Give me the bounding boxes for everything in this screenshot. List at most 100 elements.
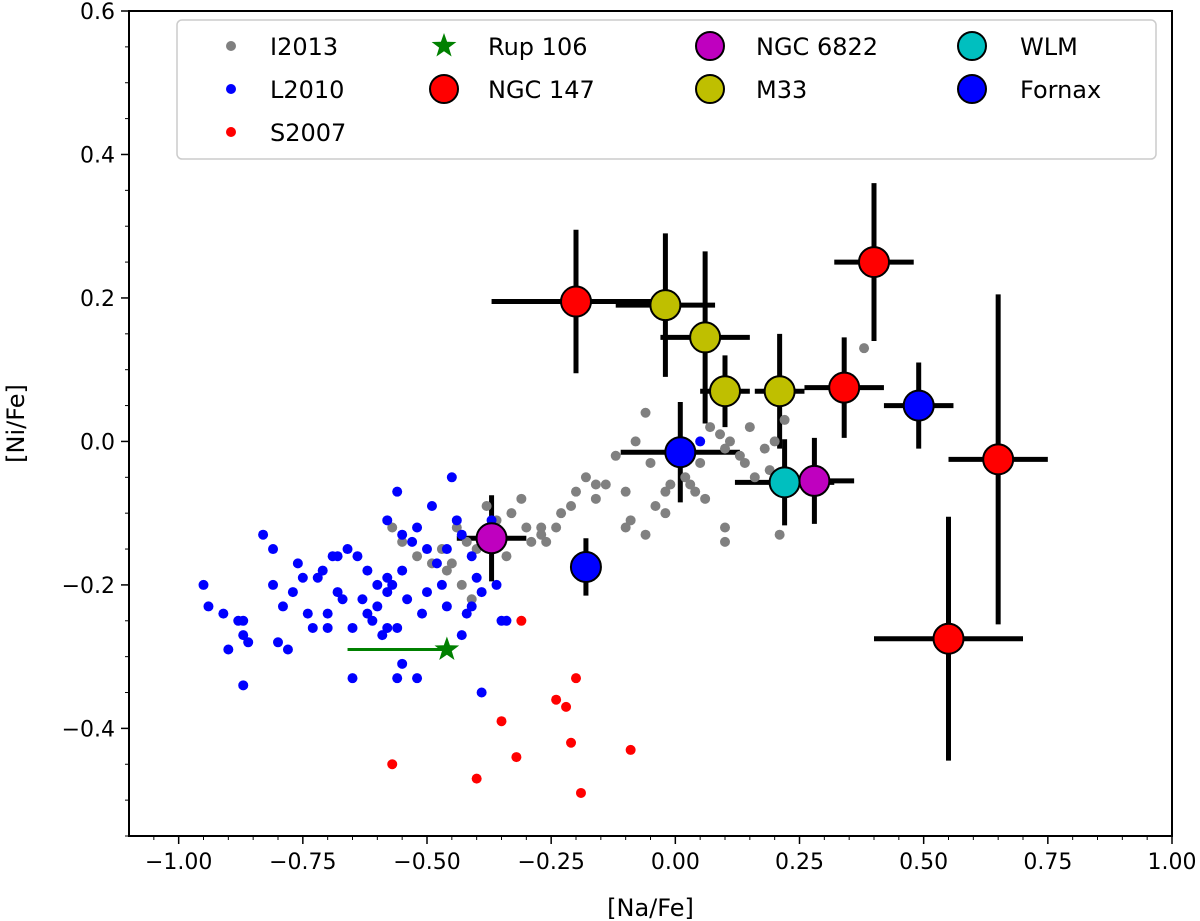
l2010-point [367, 615, 378, 626]
i2013-point [412, 551, 423, 562]
legend-label-l2010: L2010 [270, 76, 344, 104]
i2013-point [397, 536, 408, 547]
l2010-point [347, 622, 358, 633]
l2010-point [422, 544, 432, 555]
i2013-point [640, 407, 651, 418]
x-tick-label: −1.00 [145, 850, 212, 875]
l2010-point [471, 572, 482, 583]
l2010-point [322, 622, 333, 633]
i2013-point [536, 522, 547, 533]
l2010-point [372, 601, 383, 612]
i2013-point [685, 479, 696, 490]
x-axis-label: [Na/Fe] [607, 894, 694, 921]
i2013-point [625, 515, 636, 526]
i2013-point [481, 501, 492, 511]
legend-label-s2007: S2007 [270, 119, 346, 147]
l2010-point [397, 658, 408, 669]
i2013-point [610, 450, 621, 461]
i2013-point [516, 493, 527, 504]
l2010-point [491, 579, 502, 590]
i2013-point [690, 486, 701, 497]
legend-label-ngc-147: NGC 147 [488, 76, 595, 104]
l2010-point [397, 565, 408, 576]
l2010-point [446, 472, 457, 483]
l2010-point [243, 637, 254, 648]
fornax-point [664, 436, 697, 469]
y-tick-label: −0.4 [62, 717, 115, 742]
l2010-point [461, 608, 472, 619]
l2010-point [203, 601, 214, 612]
l2010-point [451, 515, 462, 526]
l2010-point [392, 622, 403, 633]
x-tick-label: 0.75 [1023, 850, 1072, 875]
i2013-point [749, 472, 760, 483]
i2013-point [695, 457, 706, 468]
i2013-point [769, 436, 780, 447]
legend-marker-s2007 [226, 127, 236, 137]
l2010-point [238, 615, 249, 626]
l2010-point [456, 630, 467, 641]
l2010-point [441, 601, 452, 612]
i2013-point [541, 536, 552, 547]
l2010-point [347, 673, 358, 684]
l2010-point [382, 572, 393, 583]
i2013-point [466, 594, 477, 605]
l2010-point [342, 544, 353, 555]
y-tick-label: 0.6 [80, 0, 115, 25]
l2010-point [402, 594, 413, 605]
l2010-point [302, 608, 313, 619]
l2010-point [282, 644, 293, 655]
l2010-point [377, 630, 388, 641]
legend-marker-wlm [957, 31, 987, 61]
ngc-6822-point [475, 522, 508, 555]
plot-frame [128, 10, 1173, 837]
y-tick-label: 0.0 [80, 430, 115, 455]
l2010-point [466, 551, 477, 562]
x-tick-label: 0.00 [651, 850, 700, 875]
i2013-point [590, 493, 601, 504]
l2010-point [397, 529, 408, 540]
x-tick-label: 0.50 [899, 850, 948, 875]
i2013-point [739, 457, 750, 468]
i2013-point [640, 529, 651, 540]
i2013-point [526, 536, 537, 547]
i2013-point [521, 522, 532, 533]
l2010-point [198, 579, 209, 590]
s2007-point [511, 752, 522, 763]
i2013-point [759, 443, 770, 454]
i2013-point [441, 565, 452, 576]
l2010-point [277, 601, 288, 612]
l2010-point [476, 687, 487, 698]
legend-marker-l2010 [226, 84, 236, 94]
i2013-point [630, 436, 641, 447]
ngc-147-point [560, 285, 592, 318]
l2010-point [268, 579, 279, 590]
l2010-point [332, 587, 343, 598]
y-tick-label: 0.2 [80, 287, 115, 312]
l2010-point [466, 601, 477, 612]
i2013-point [720, 443, 730, 454]
fornax-point [569, 550, 602, 583]
l2010-point [238, 630, 249, 641]
m33-point [689, 321, 722, 354]
l2010-point [238, 680, 249, 691]
l2010-point [392, 673, 403, 684]
i2013-point [715, 429, 726, 440]
legend-label-fornax: Fornax [1020, 76, 1101, 104]
l2010-point [407, 536, 418, 547]
i2013-point [665, 479, 676, 490]
legend-marker-m33 [695, 74, 725, 104]
i2013-point [705, 422, 716, 433]
l2010-point [287, 587, 298, 598]
i2013-point [551, 522, 562, 533]
l2010-point [307, 622, 318, 633]
l2010-point [382, 515, 393, 526]
m33-point [763, 375, 796, 408]
i2013-point [571, 486, 581, 497]
ngc-147-point [828, 371, 861, 404]
l2010-point [268, 544, 279, 555]
l2010-point [431, 558, 442, 569]
legend-label-wlm: WLM [1020, 33, 1078, 61]
l2010-point [297, 572, 308, 583]
l2010-point [322, 608, 333, 619]
